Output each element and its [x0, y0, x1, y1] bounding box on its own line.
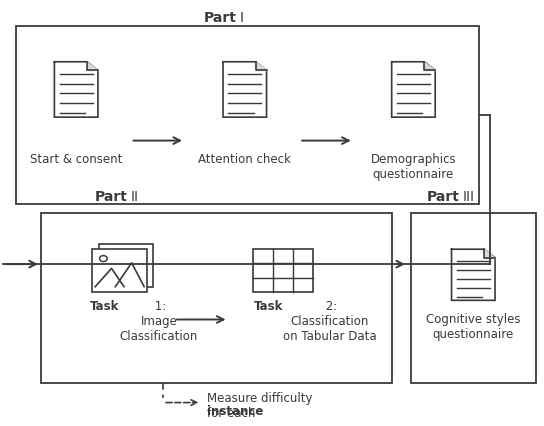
Polygon shape [223, 62, 267, 117]
Text: Demographics
questionnaire: Demographics questionnaire [370, 153, 456, 181]
Text: I: I [239, 11, 243, 25]
Text: Attention check: Attention check [199, 153, 291, 167]
Text: instance: instance [207, 405, 263, 418]
Bar [41, 213, 392, 383]
Bar [99, 244, 153, 287]
Text: Task: Task [254, 300, 283, 314]
Polygon shape [452, 249, 495, 300]
Polygon shape [87, 62, 98, 70]
Text: Part: Part [204, 11, 237, 25]
Text: Measure difficulty
for each: Measure difficulty for each [207, 392, 312, 420]
Polygon shape [392, 62, 435, 117]
Text: 1:
Image
Classification: 1: Image Classification [120, 300, 198, 343]
Polygon shape [54, 62, 98, 117]
Text: III: III [462, 190, 474, 204]
Polygon shape [256, 62, 267, 70]
Text: II: II [131, 190, 139, 204]
Text: Part: Part [427, 190, 460, 204]
Text: Cognitive styles
questionnaire: Cognitive styles questionnaire [426, 313, 521, 341]
Polygon shape [424, 62, 435, 70]
Bar [16, 26, 479, 204]
Text: Start & consent: Start & consent [30, 153, 122, 167]
Text: Part: Part [95, 190, 128, 204]
Text: Task: Task [90, 300, 120, 314]
Bar [411, 213, 536, 383]
Text: 2:
Classification
on Tabular Data: 2: Classification on Tabular Data [283, 300, 376, 343]
Bar [92, 249, 147, 292]
Bar [253, 249, 313, 292]
Polygon shape [484, 249, 495, 258]
